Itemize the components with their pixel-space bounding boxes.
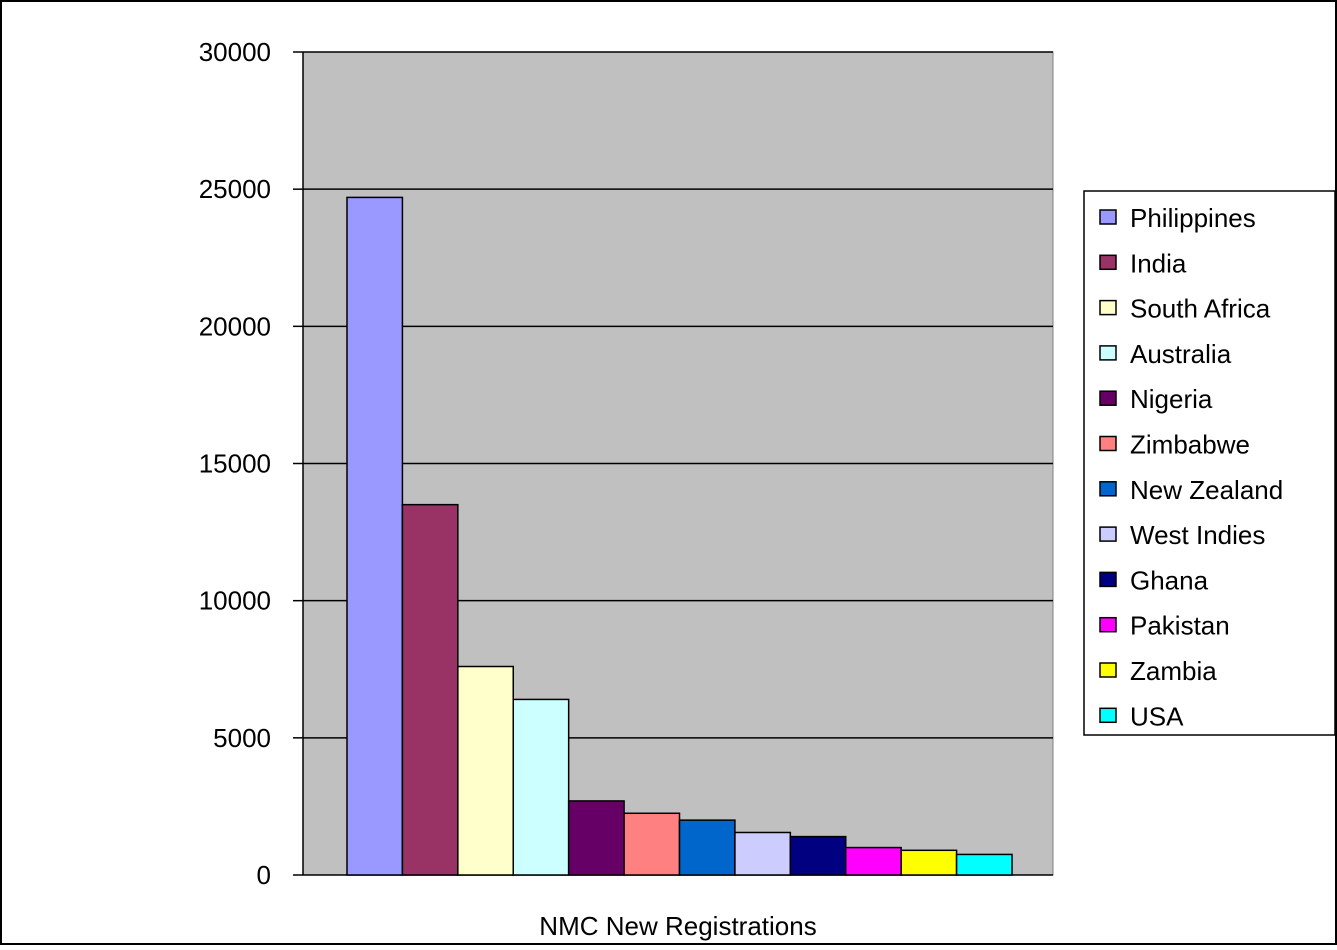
y-tick-label: 0 xyxy=(257,860,271,890)
bar-australia xyxy=(512,698,570,876)
y-tick-label: 5000 xyxy=(213,723,271,753)
legend-label: Nigeria xyxy=(1130,384,1213,414)
legend-swatch xyxy=(1099,526,1117,542)
legend-label: Australia xyxy=(1130,339,1232,369)
legend-label: Ghana xyxy=(1130,565,1209,595)
bars xyxy=(346,196,1013,876)
x-axis-label: NMC New Registrations xyxy=(539,911,816,941)
y-tick-label: 30000 xyxy=(199,37,271,67)
legend-swatch xyxy=(1099,707,1117,724)
legend-swatch xyxy=(1099,481,1117,497)
bar-philippines xyxy=(346,196,404,876)
legend-swatch xyxy=(1099,435,1117,452)
bar-west-indies xyxy=(734,831,792,876)
y-tick-label: 15000 xyxy=(199,449,271,479)
legend-swatch xyxy=(1099,390,1117,406)
bar-south-africa xyxy=(457,665,515,876)
y-axis: 0 5000 10000 15000 20000 25000 30000 xyxy=(199,37,304,890)
legend: Philippines India South Africa Australia Nig… xyxy=(1083,190,1336,736)
legend-label: South Africa xyxy=(1130,294,1271,324)
legend-label: Zambia xyxy=(1130,656,1217,686)
legend-label: USA xyxy=(1130,701,1184,731)
y-tick-label: 10000 xyxy=(199,586,271,616)
legend-label: Philippines xyxy=(1130,203,1256,233)
legend-swatch xyxy=(1099,254,1117,271)
bar-pakistan xyxy=(845,846,902,876)
bar-india xyxy=(401,503,459,876)
legend-swatch xyxy=(1099,345,1117,361)
bar-usa xyxy=(955,853,1013,876)
bar-nigeria xyxy=(567,800,625,876)
legend-label: New Zealand xyxy=(1130,475,1283,505)
legend-swatch xyxy=(1099,616,1117,633)
legend-swatch xyxy=(1099,209,1117,225)
y-tick-label: 25000 xyxy=(199,174,271,204)
bar-new-zealand xyxy=(678,819,736,876)
bar-zambia xyxy=(900,849,958,876)
legend-label: West Indies xyxy=(1130,520,1265,550)
legend-swatch xyxy=(1099,662,1117,678)
legend-box xyxy=(1083,190,1336,736)
legend-swatch xyxy=(1099,299,1117,316)
legend-swatch xyxy=(1099,571,1117,588)
y-tick-label: 20000 xyxy=(199,311,271,341)
bar-ghana xyxy=(789,835,847,876)
legend-label: Pakistan xyxy=(1130,611,1230,641)
legend-label: Zimbabwe xyxy=(1130,430,1250,460)
legend-label: India xyxy=(1130,248,1187,278)
bar-zimbabwe xyxy=(623,812,681,876)
